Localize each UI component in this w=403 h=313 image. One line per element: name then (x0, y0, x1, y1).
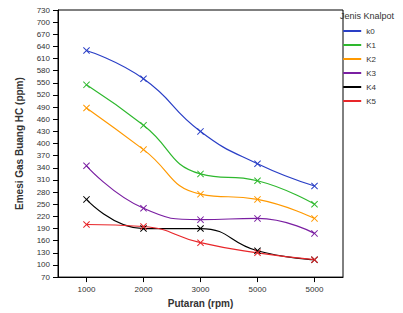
svg-text:190: 190 (37, 224, 51, 233)
svg-text:610: 610 (37, 54, 51, 63)
svg-text:K5: K5 (366, 97, 376, 106)
svg-text:730: 730 (37, 6, 51, 15)
svg-text:250: 250 (37, 200, 51, 209)
svg-text:K3: K3 (366, 69, 376, 78)
svg-text:K1: K1 (366, 41, 376, 50)
svg-text:Emesi Gas Buang HC (ppm): Emesi Gas Buang HC (ppm) (14, 77, 25, 210)
svg-text:K4: K4 (366, 83, 376, 92)
svg-text:5000: 5000 (306, 285, 324, 294)
svg-text:K2: K2 (366, 55, 376, 64)
svg-text:Jenis Knalpot: Jenis Knalpot (340, 11, 395, 21)
svg-text:1000: 1000 (78, 285, 96, 294)
svg-text:580: 580 (37, 66, 51, 75)
svg-text:70: 70 (41, 273, 50, 282)
svg-text:310: 310 (37, 175, 51, 184)
svg-text:160: 160 (37, 236, 51, 245)
svg-text:550: 550 (37, 78, 51, 87)
svg-text:100: 100 (37, 260, 51, 269)
svg-text:Putaran (rpm): Putaran (rpm) (168, 298, 234, 309)
svg-text:2000: 2000 (135, 285, 153, 294)
svg-text:220: 220 (37, 212, 51, 221)
svg-text:430: 430 (37, 127, 51, 136)
svg-text:130: 130 (37, 248, 51, 257)
svg-text:400: 400 (37, 139, 51, 148)
svg-text:340: 340 (37, 163, 51, 172)
svg-text:490: 490 (37, 103, 51, 112)
svg-text:280: 280 (37, 188, 51, 197)
svg-text:370: 370 (37, 151, 51, 160)
svg-text:k0: k0 (366, 27, 375, 36)
svg-text:5000: 5000 (249, 285, 267, 294)
svg-text:3000: 3000 (192, 285, 210, 294)
svg-text:700: 700 (37, 18, 51, 27)
svg-text:670: 670 (37, 30, 51, 39)
svg-text:640: 640 (37, 42, 51, 51)
svg-text:520: 520 (37, 90, 51, 99)
svg-text:460: 460 (37, 115, 51, 124)
